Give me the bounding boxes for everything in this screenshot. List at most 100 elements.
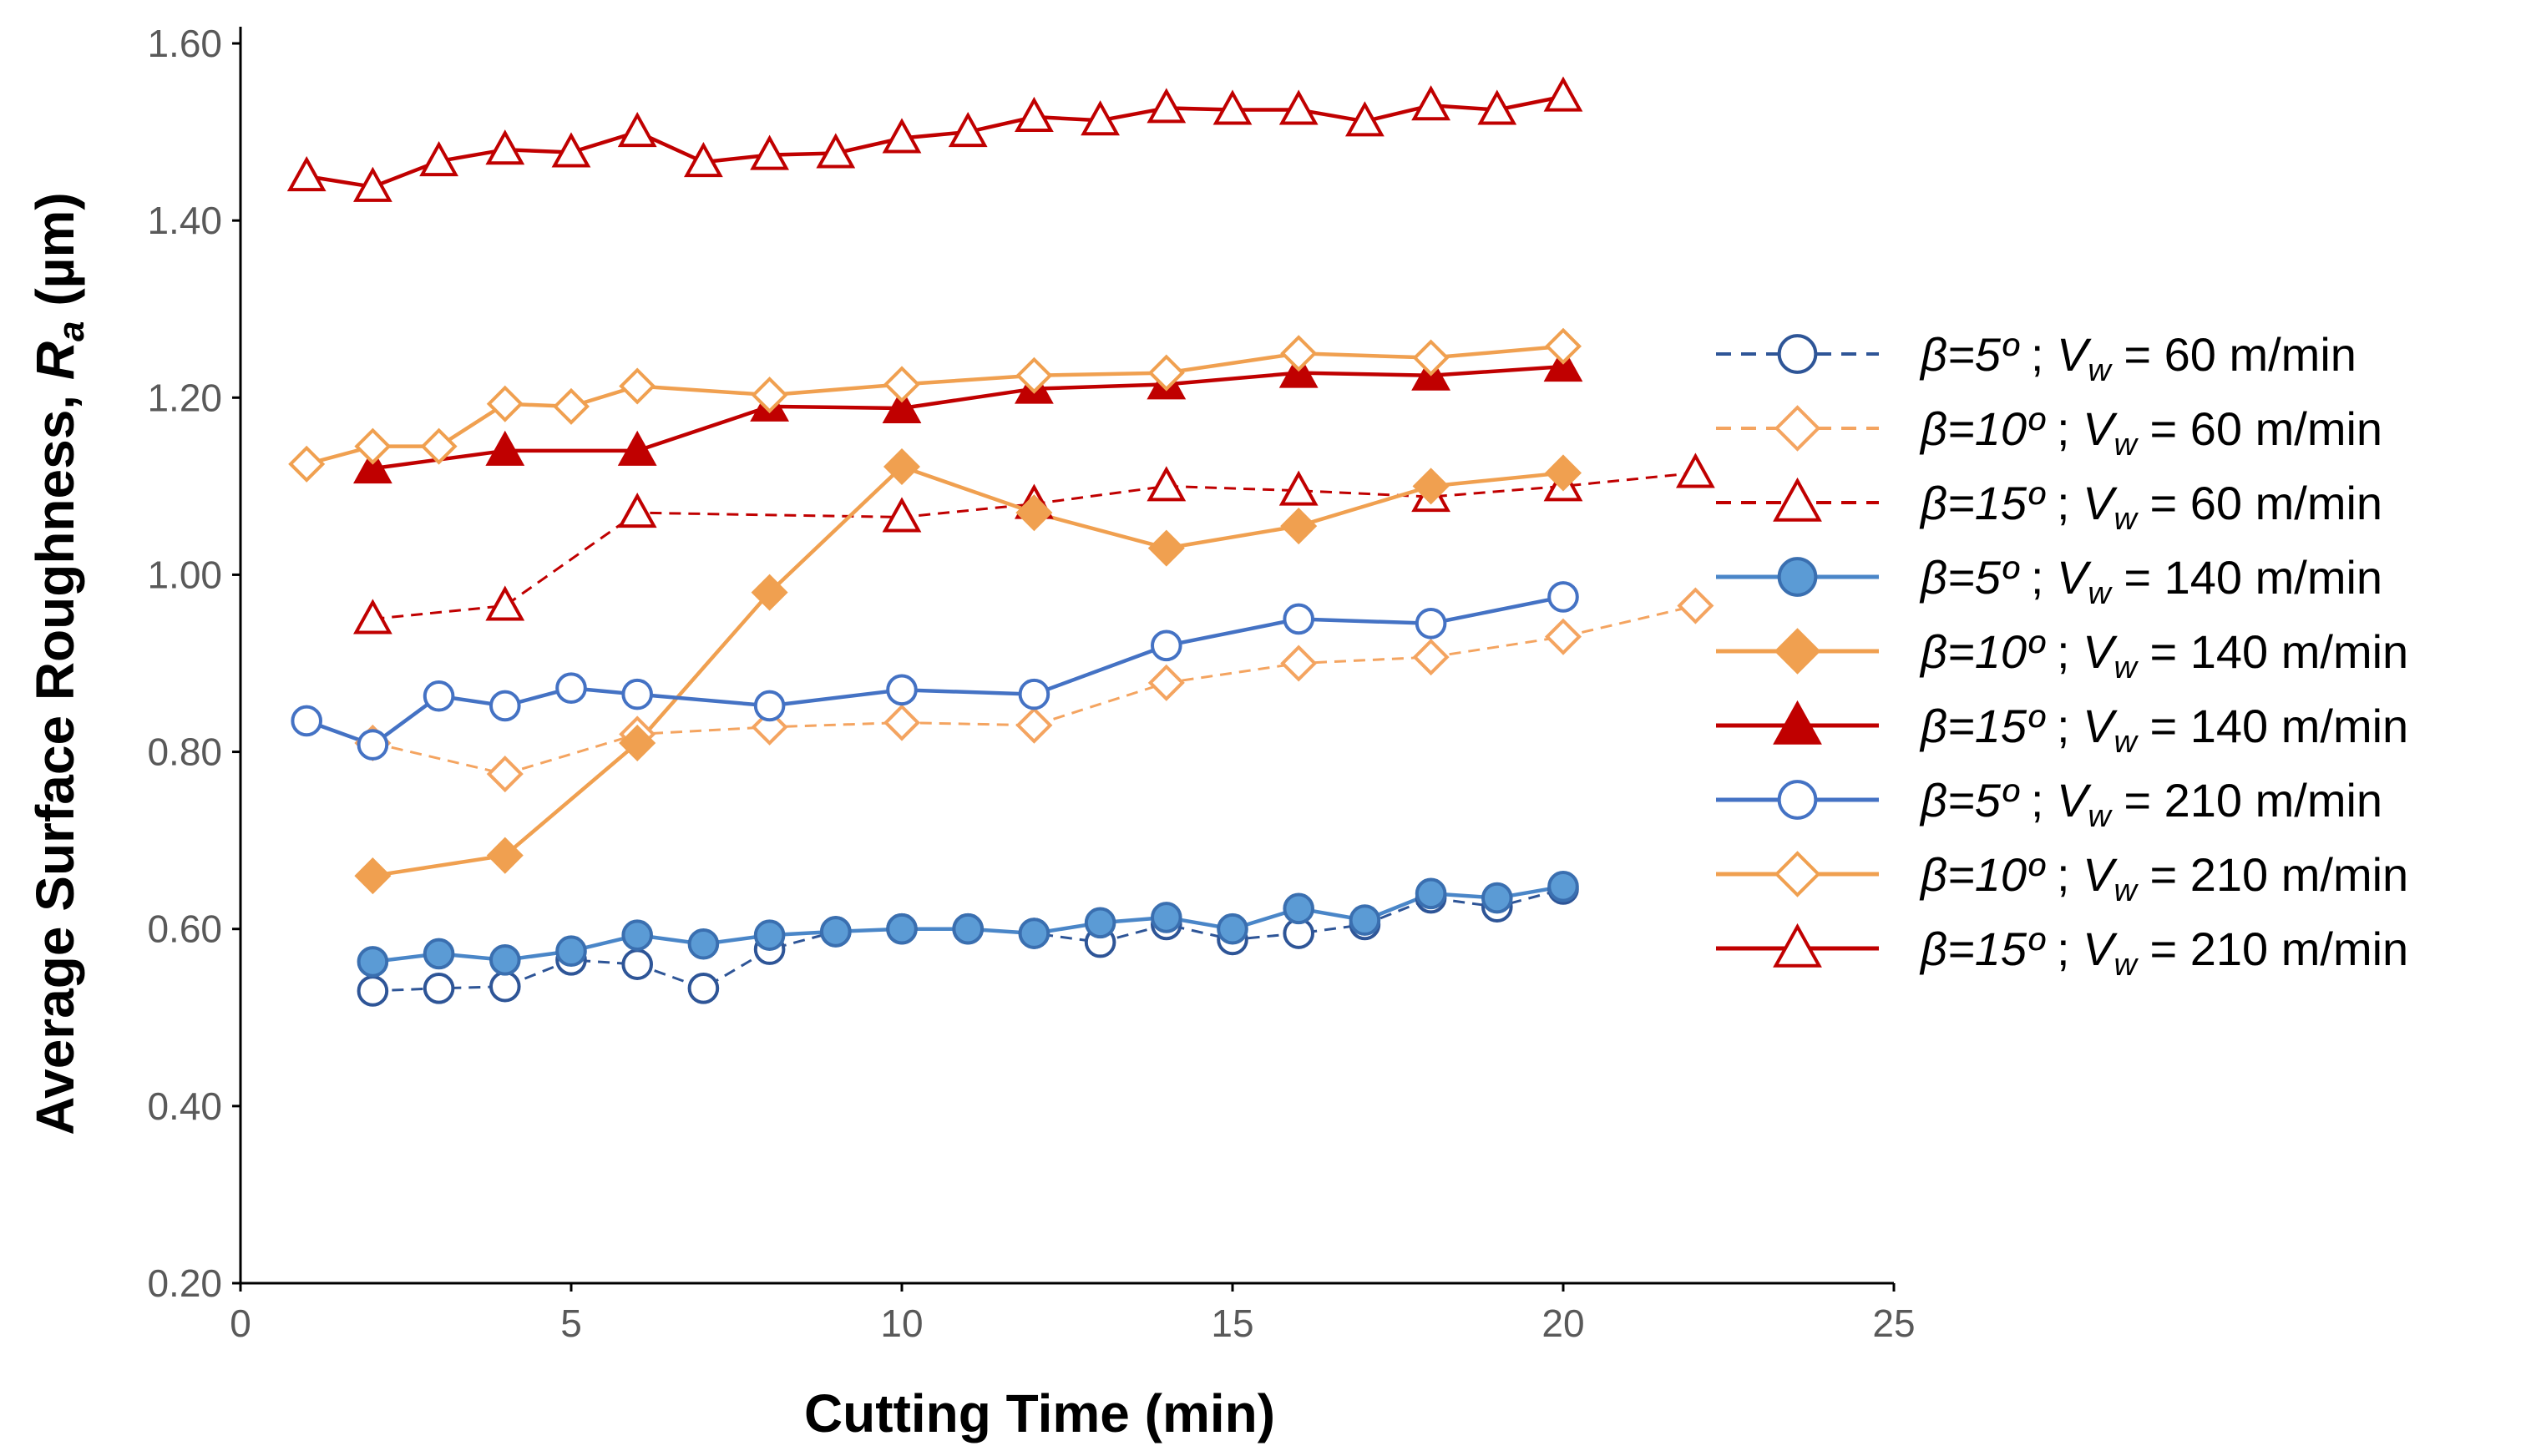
legend-entry-8: β=10º ; Vw = 210 m/min [1716,848,2408,908]
legend-beta: β=15º [1919,923,2046,975]
legend-speed-sub: w [2088,353,2113,388]
data-point [1147,354,1185,392]
legend-label: β=5º ; Vw = 140 m/min [1919,551,2382,611]
legend-speed: V [2083,402,2118,455]
legend-speed: V [2057,774,2092,827]
data-point [1015,494,1053,532]
legend-separator: ; [2043,923,2083,975]
data-point [1411,85,1450,121]
data-point [952,913,984,945]
data-point [489,944,521,976]
legend-speed-sub: w [2113,427,2139,463]
data-point [621,948,654,980]
data-point [751,377,788,414]
legend-entry-3: β=15º ; Vw = 60 m/min [1716,477,2382,537]
legend-beta: β=5º [1919,328,2020,381]
data-point [288,445,326,483]
legend-speed: V [2057,551,2092,604]
data-point [1412,468,1450,505]
series-markers-7 [291,581,1579,761]
legend-entry-6: β=15º ; Vw = 140 m/min [1716,700,2408,760]
legend-speed-sub: w [2113,502,2139,537]
data-point [1415,877,1447,910]
data-point [1018,678,1050,710]
legend-speed: V [2083,625,2118,678]
series-markers-6 [353,346,1583,484]
legend-label: β=10º ; Vw = 140 m/min [1919,625,2408,685]
y-tick-label: 0.40 [147,1084,222,1128]
data-point [1212,89,1253,125]
series-line-9 [306,94,1564,190]
data-point [621,678,654,710]
legend-speed-value: = 60 m/min [2137,402,2382,455]
legend-label: β=15º ; Vw = 60 m/min [1919,477,2382,537]
legend-speed-value: = 60 m/min [2137,477,2382,529]
data-point [1015,706,1053,744]
series-line-5 [372,464,1564,878]
data-point [883,366,921,403]
legend-entry-9: β=15º ; Vw = 210 m/min [1716,923,2408,983]
data-point [485,129,525,165]
x-tick-label: 5 [560,1302,582,1345]
legend-separator: ; [2017,551,2057,604]
legend-beta: β=10º [1919,625,2046,678]
legend-beta: β=15º [1919,700,2046,752]
legend-marker [1777,780,1818,820]
legend-label: β=10º ; Vw = 60 m/min [1919,402,2382,463]
legend-beta: β=10º [1919,402,2046,455]
x-tick-label: 10 [880,1302,923,1345]
legend-speed: V [2083,700,2118,752]
data-point [883,704,921,741]
legend-speed-value: = 210 m/min [2137,848,2408,901]
legend-speed: V [2083,923,2118,975]
data-point [1481,882,1513,914]
data-point [354,857,392,895]
data-point [286,155,327,192]
data-point [621,919,654,951]
data-point [486,756,524,793]
data-point [1544,454,1582,492]
data-point [816,133,856,169]
x-tick-label: 0 [230,1302,251,1345]
legend-entry-5: β=10º ; Vw = 140 m/min [1716,625,2408,685]
y-tick-label: 0.80 [147,731,222,774]
data-point [1283,603,1314,635]
data-point [1544,618,1582,655]
data-point [687,972,720,1004]
data-point [486,385,524,422]
legend-speed-sub: w [2088,576,2113,611]
legend-separator: ; [2043,402,2083,455]
data-point [1081,100,1120,136]
data-point [1280,508,1318,545]
data-point [1412,639,1450,676]
data-point [820,916,852,948]
data-point [883,447,921,486]
data-point [485,585,525,621]
data-point [357,975,389,1007]
legend-marker [1773,700,1822,745]
data-point [1543,346,1583,382]
series-line-3 [372,471,1696,620]
legend-speed-sub: w [2113,725,2139,760]
data-point [1147,664,1185,701]
legend-speed-value: = 210 m/min [2111,774,2382,827]
legend-entry-2: β=10º ; Vw = 60 m/min [1716,402,2382,463]
legend-speed: V [2083,848,2118,901]
data-point [619,724,656,761]
data-point [1677,587,1714,624]
series-line-2 [372,604,1696,776]
data-point [617,493,657,528]
data-point [1415,607,1447,640]
legend-speed-sub: w [2113,948,2139,983]
legend-speed-value: = 210 m/min [2137,923,2408,975]
legend-marker [1773,477,1822,522]
legend-speed-sub: w [2088,799,2113,834]
legend-marker [1777,334,1818,374]
data-point [555,672,587,705]
data-point [1015,356,1053,394]
data-point [489,690,521,722]
data-point [353,599,392,634]
data-point [353,166,392,202]
series-markers-8 [288,327,1582,483]
